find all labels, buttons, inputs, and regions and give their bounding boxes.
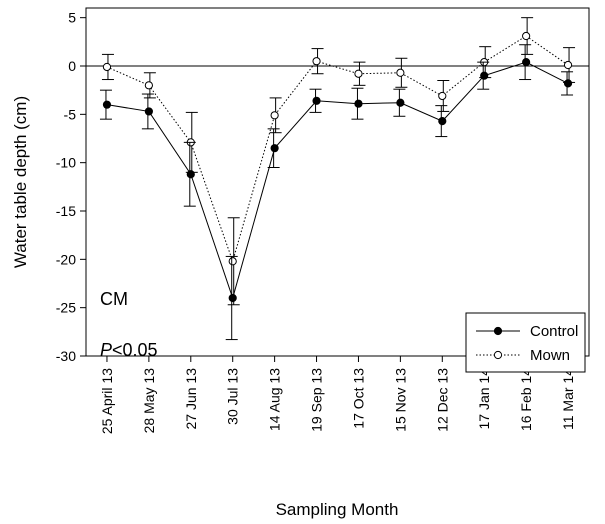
annotation-p-letter: P [100,340,112,360]
x-tick-label: 17 Oct 13 [350,368,366,429]
x-tick-label: 12 Dec 13 [434,368,450,432]
data-point-mown [228,257,237,266]
x-axis-title: Sampling Month [276,500,399,519]
x-tick-label: 27 Jun 13 [183,368,199,430]
legend-marker-mown [493,350,503,360]
data-point-control [396,98,405,107]
data-point-control [563,79,573,88]
x-tick-label: 14 Aug 13 [267,368,283,431]
series-control [99,44,574,341]
y-tick-label: -15 [56,203,76,219]
legend-marker-control [493,326,503,336]
data-point-control [354,99,363,108]
data-point-mown [396,68,405,77]
data-point-mown [438,91,447,101]
annotation-cm: CM [100,289,128,309]
y-tick-label: -25 [56,300,76,316]
data-point-control [102,100,112,109]
legend-box [465,312,586,373]
data-point-mown [522,31,531,41]
y-tick-label: -10 [56,155,76,171]
x-tick-label: 30 Jul 13 [225,368,241,425]
legend-label-control: Control [530,323,578,340]
x-tick-label: 28 May 13 [141,368,157,434]
x-axis: 25 April 13 28 May 13 27 Jun 13 30 Jul 13 14… [99,356,576,434]
legend: Control Mown [465,312,586,373]
data-point-control [522,58,531,67]
annotation-p-threshold: <0.05 [112,340,158,360]
x-tick-label: 11 Mar 14 [560,368,576,430]
y-tick-label: 5 [68,10,76,26]
y-tick-label: -20 [56,251,76,267]
y-axis-title: Water table depth (cm) [11,96,30,268]
annotation-p-value: P<0.05 [100,340,158,360]
data-point-control [144,107,153,116]
legend-label-mown: Mown [530,347,570,364]
data-point-mown [563,60,573,70]
data-point-control [186,170,195,179]
data-point-mown [102,62,112,72]
data-point-control [270,144,279,153]
data-point-control [228,293,237,303]
y-tick-label: -5 [64,106,77,122]
y-tick-label: -30 [56,348,76,364]
y-axis: -30 -25 -20 -15 -10 -5 0 5 [56,10,86,364]
series-mown [101,17,576,306]
y-tick-label: 0 [68,58,76,74]
data-point-control [480,71,489,80]
x-tick-label: 15 Nov 13 [392,368,408,432]
data-point-mown [144,81,153,90]
series-line-mown [106,35,569,263]
data-point-mown [270,111,279,120]
data-point-control [312,96,321,105]
series-layer [99,17,576,341]
x-tick-label: 19 Sep 13 [309,368,325,432]
x-tick-label: 16 Feb 14 [518,368,534,431]
plot-frame [85,7,590,357]
series-line-control [106,61,569,300]
x-tick-label: 17 Jan 14 [476,368,492,430]
data-point-control [438,117,447,126]
data-point-mown [354,69,363,78]
x-tick-label: 25 April 13 [99,368,115,434]
data-point-mown [312,57,321,66]
